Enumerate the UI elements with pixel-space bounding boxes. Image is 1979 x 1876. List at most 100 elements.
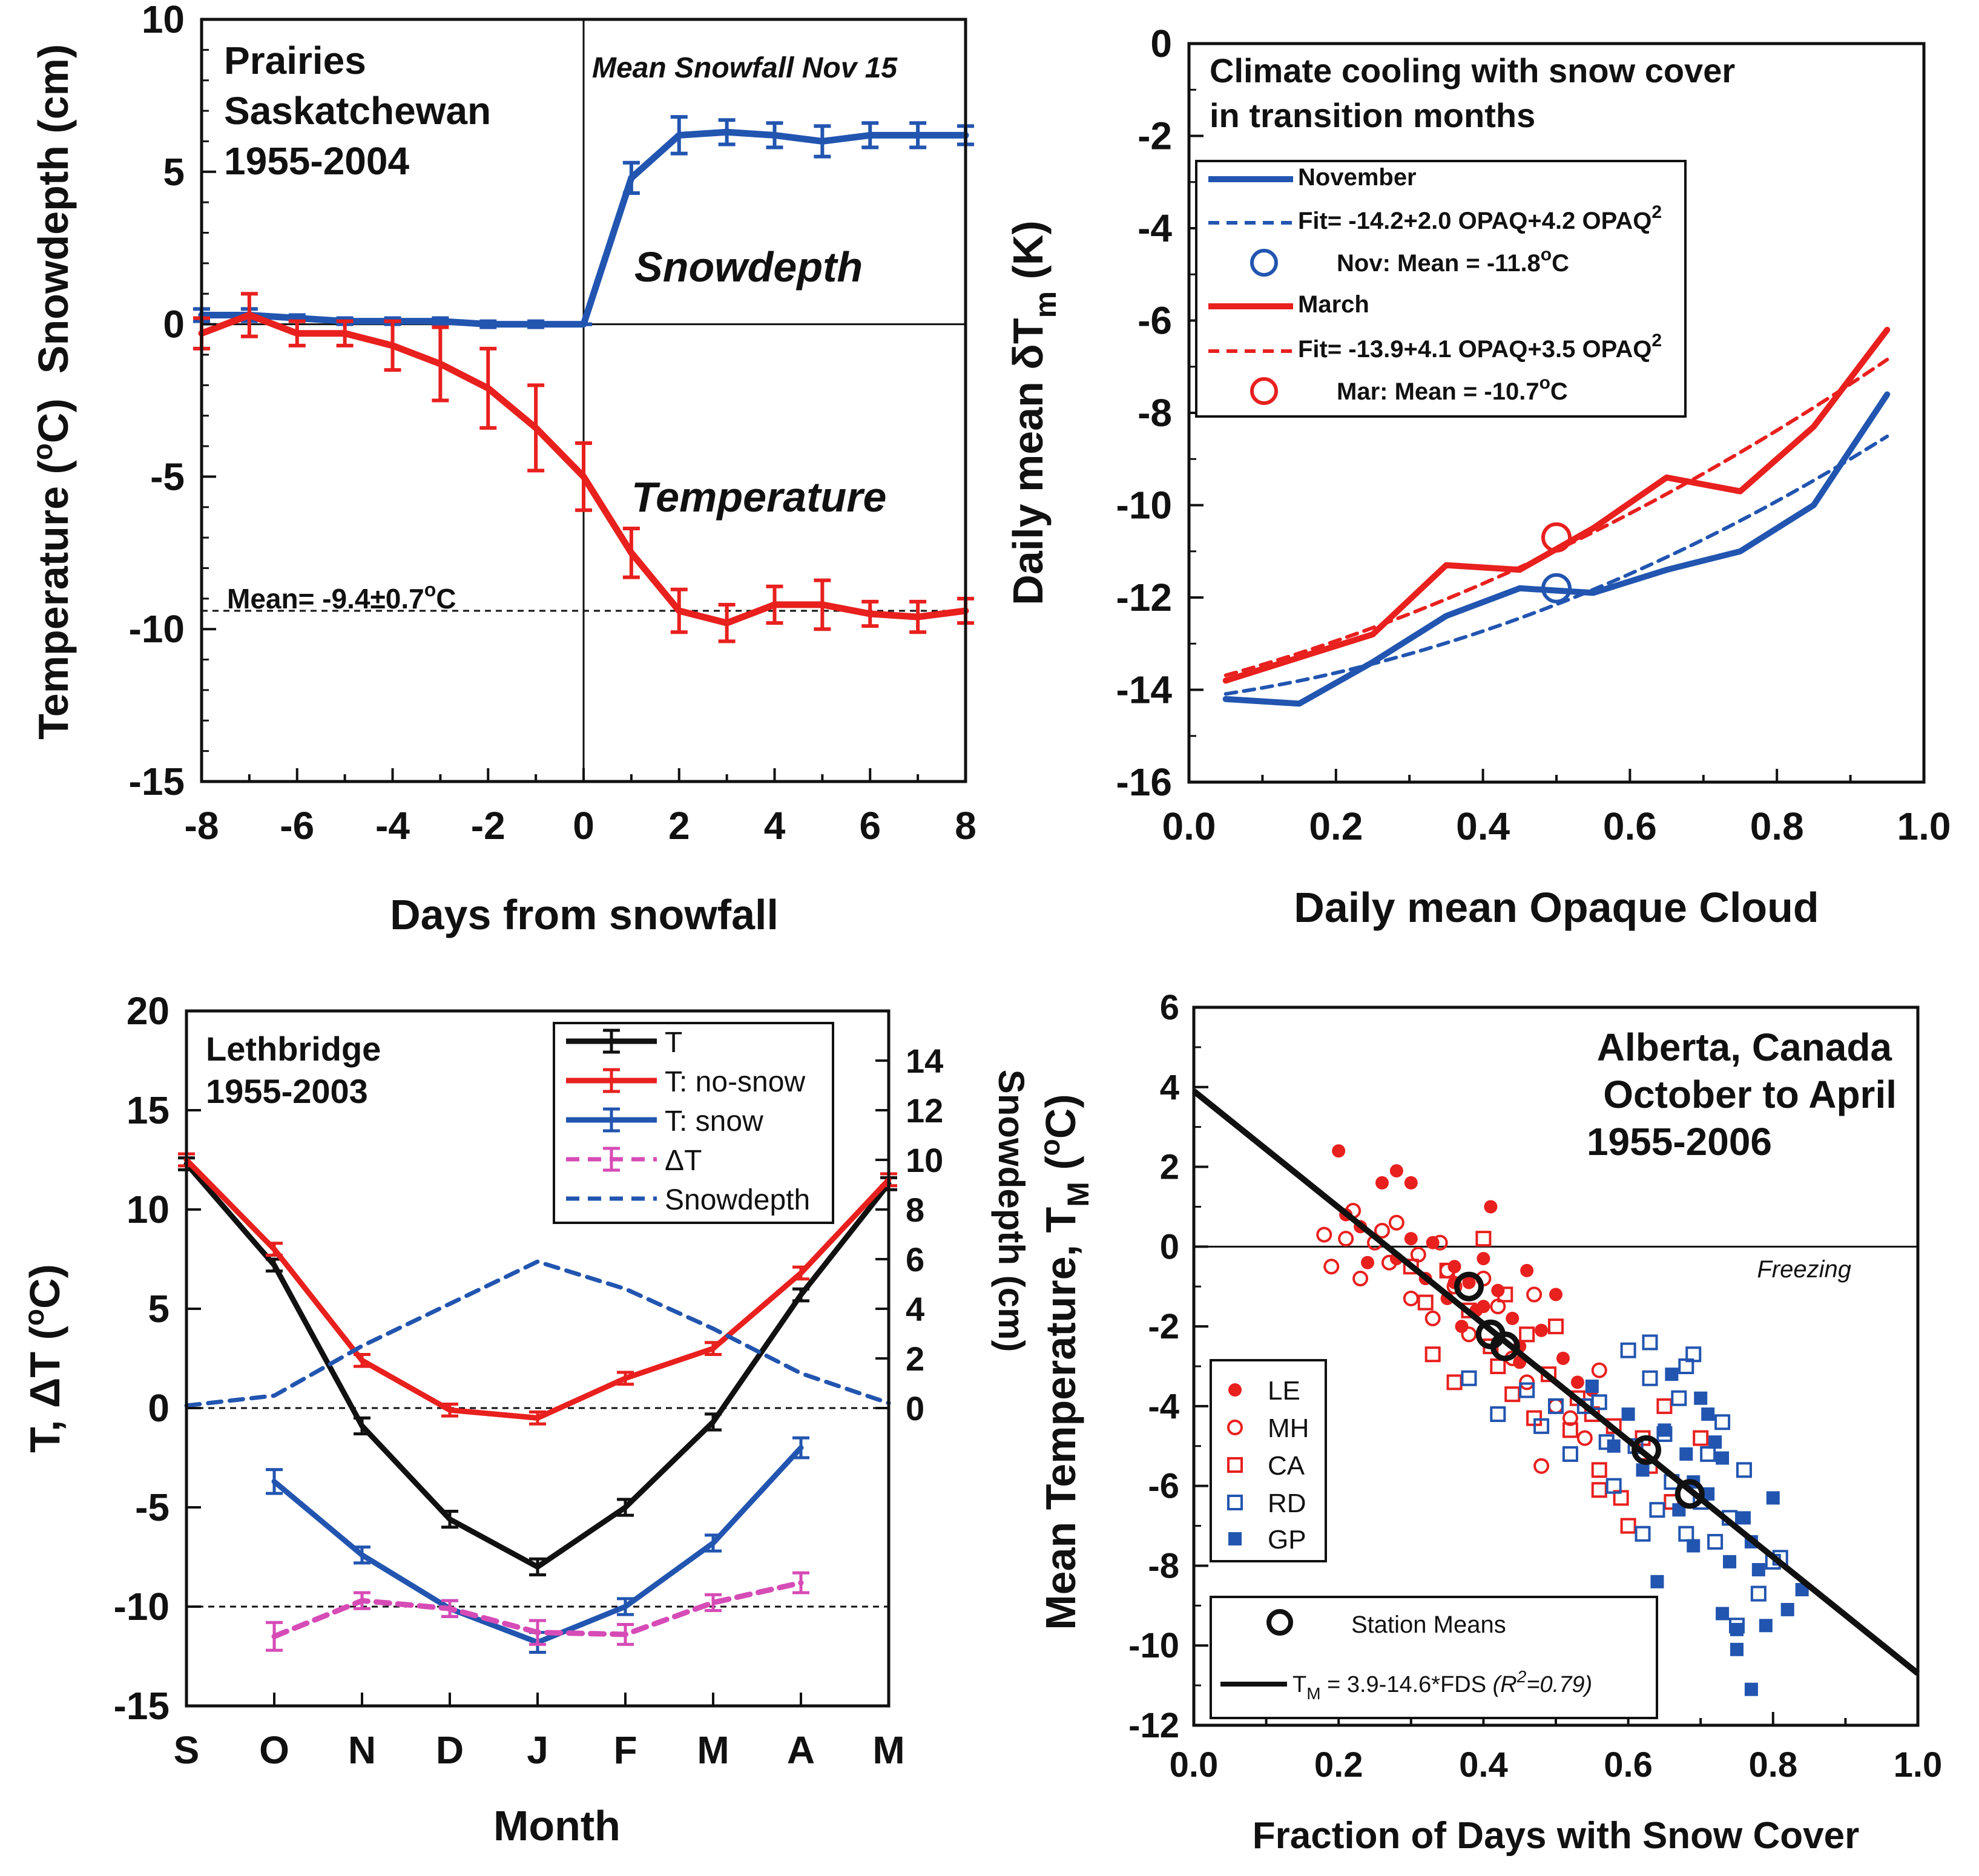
p4-annotation-line-2: October to April — [1603, 1073, 1897, 1116]
p4-point-gp — [1751, 1563, 1765, 1577]
p4-station-mean-marker — [1454, 1271, 1484, 1302]
p4-legend-station-means-label: Station Means — [1351, 1611, 1506, 1638]
p2-legend-end: C — [1550, 378, 1568, 405]
p4-point-gp — [1585, 1379, 1599, 1393]
p3-annotation-line-2: 1955-2003 — [206, 1072, 368, 1110]
p4-point-mh — [1381, 1254, 1397, 1271]
p2-series — [1222, 326, 1891, 707]
p2-xtick-label: 0.6 — [1603, 805, 1657, 848]
p4-point-gp — [1730, 1622, 1744, 1636]
p4-point-ca — [1403, 1259, 1419, 1275]
p1-xtick-label: -2 — [471, 804, 505, 847]
p4-point-gp — [1650, 1575, 1664, 1588]
p2-ytick-label: -4 — [1138, 206, 1172, 250]
p4-point-gp — [1658, 1423, 1671, 1437]
p4-point-le — [1556, 1351, 1570, 1365]
p4-point-mh — [1403, 1290, 1419, 1306]
p4-fit-r2: (R — [1493, 1672, 1517, 1697]
p1-ytick-label: -5 — [150, 455, 185, 498]
p4-point-ca — [1562, 1422, 1578, 1438]
p4-point-ca — [1620, 1518, 1636, 1534]
p1-xtick-label: -6 — [280, 804, 314, 847]
p4-point-le — [1375, 1176, 1389, 1190]
p2-legend-label: November — [1298, 164, 1417, 191]
p4-legend-items: LE MH CA RD GP — [1227, 1376, 1309, 1555]
p4-point-mh — [1323, 1259, 1340, 1275]
p4-point-ca — [1490, 1358, 1506, 1374]
p2-legend-circle-marker — [1250, 249, 1278, 277]
p4-point-le — [1462, 1275, 1476, 1289]
p4-point-ca — [1424, 1346, 1441, 1363]
p1-ytick-label: 5 — [163, 150, 185, 194]
p4-legend-fit-label: TM = 3.9-14.6*FDS (R2=0.79) — [1292, 1667, 1592, 1703]
p1-annotation-line-3: 1955-2004 — [224, 139, 409, 183]
p3-legend-label: ΔT — [665, 1145, 702, 1177]
p4-legend-label: LE — [1268, 1376, 1300, 1406]
p4-point-mh — [1374, 1222, 1390, 1239]
p4-point-gp — [1701, 1407, 1715, 1421]
p4-station-mean-marker — [1674, 1479, 1705, 1509]
p4-point-rd — [1519, 1382, 1535, 1398]
p1-ytick-label: -10 — [129, 607, 185, 651]
p3-legend-label: Snowdepth — [665, 1184, 810, 1216]
p4-point-mh — [1591, 1362, 1607, 1378]
p4-point-le — [1389, 1164, 1403, 1178]
p4-point-mh — [1424, 1310, 1441, 1326]
p3-xtick-label: O — [259, 1728, 289, 1772]
p4-ylabel-sup: o — [1034, 1139, 1065, 1156]
p4-point-rd — [1707, 1533, 1724, 1550]
panel-alberta: 0.0 0.2 0.4 0.6 0.8 1.0 -12 -10 -8 -6 -4 -2 0 2 4 6 Alb… — [1034, 988, 1942, 1857]
p4-point-mh — [1576, 1430, 1593, 1446]
p3-ytick-label: 10 — [127, 1188, 170, 1231]
p4-point-gp — [1621, 1407, 1635, 1421]
p4-point-rd — [1678, 1358, 1694, 1374]
p3-legend-label: T — [665, 1027, 682, 1059]
p4-point-le — [1477, 1252, 1490, 1266]
p4-point-le — [1455, 1320, 1469, 1334]
p2-legend-text: Fit= -13.9+4.1 OPAQ+3.5 OPAQ — [1298, 336, 1651, 363]
p4-point-gp — [1737, 1511, 1751, 1525]
p4-fit-mid: = 3.9-14.6*FDS — [1321, 1672, 1493, 1697]
p4-point-gp — [1759, 1619, 1773, 1633]
p4-point-ca — [1417, 1294, 1434, 1311]
p4-point-gp — [1723, 1555, 1737, 1568]
p3-ytick-label: 15 — [127, 1088, 170, 1132]
p4-point-rd — [1700, 1446, 1716, 1462]
p3-ticks: S O N D J F M A M -15 -10 -5 0 5 10 15 20 0 2 4 6 8 10 12 14 — [114, 989, 944, 1772]
p3-y2tick-label: 2 — [906, 1340, 924, 1378]
p4-point-gp — [1766, 1491, 1780, 1505]
p4-legend-label: MH — [1268, 1414, 1309, 1443]
p4-point-mh — [1548, 1398, 1564, 1414]
p4-point-rd — [1605, 1478, 1622, 1494]
p2-legend-label: March — [1298, 291, 1369, 318]
p4-point-rd — [1671, 1390, 1687, 1406]
p1-annotation-line-2: Saskatchewan — [224, 89, 491, 133]
p3-legend-label: T: no-snow — [665, 1066, 805, 1098]
p4-legend-marker-gp — [1228, 1532, 1242, 1545]
p4-station-mean-marker — [1632, 1435, 1661, 1465]
p4-legend-marker-mh — [1227, 1420, 1243, 1435]
p4-xtick-label: 1.0 — [1894, 1745, 1943, 1785]
p4-point-ca — [1475, 1231, 1492, 1247]
p1-annotation-line-1: Prairies — [224, 39, 366, 82]
p2-ytick-label: -14 — [1116, 668, 1173, 712]
p4-point-mh — [1432, 1234, 1448, 1251]
p4-point-gp — [1687, 1539, 1701, 1553]
p4-point-ca — [1439, 1262, 1455, 1279]
p1-xtick-label: 4 — [764, 804, 786, 847]
p4-ytick-label: -2 — [1148, 1307, 1179, 1346]
p3-ytick-label: 20 — [127, 989, 170, 1033]
p4-point-mh — [1352, 1271, 1369, 1287]
p4-point-rd — [1548, 1398, 1564, 1414]
p4-station-mean-marker — [1490, 1331, 1520, 1361]
p4-fit-sub: M — [1306, 1684, 1320, 1703]
p1-ylabel-temp-sup: o — [27, 443, 58, 460]
p3-legend-errorbar — [603, 1107, 620, 1133]
p3-snowdepth-line — [184, 1259, 891, 1408]
p2-legend-label: Nov: Mean = -11.8oC — [1337, 245, 1569, 277]
p4-point-gp — [1701, 1487, 1715, 1501]
p4-point-gp — [1636, 1463, 1650, 1477]
p1-xtick-label: 0 — [573, 804, 594, 847]
p1-xtick-label: 8 — [955, 804, 976, 847]
p4-point-le — [1404, 1232, 1418, 1246]
